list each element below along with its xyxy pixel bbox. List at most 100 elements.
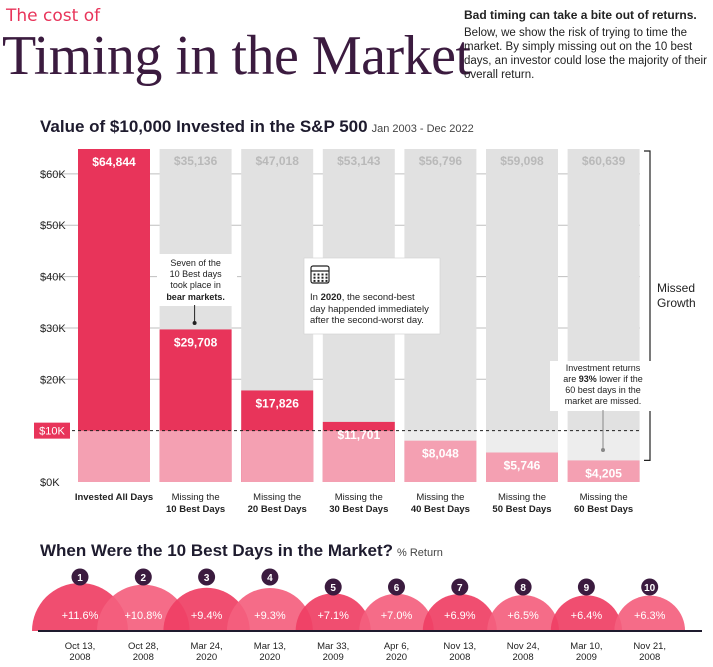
rank-badge (198, 568, 216, 586)
date-label: 2009 (576, 652, 597, 663)
annotation-dot (601, 448, 605, 452)
missed-value-label: $59,098 (500, 154, 544, 168)
return-value-label: +9.4% (191, 610, 223, 622)
rank-badge (71, 568, 89, 586)
category-label: Missing the (416, 492, 464, 503)
annotation-text: Seven of the (170, 258, 221, 268)
page-title: Timing in the Market (2, 25, 471, 87)
calendar-icon-cell (321, 276, 324, 279)
value-bar (567, 460, 640, 482)
value-bar-below-10k (78, 430, 150, 482)
return-semicircle (295, 593, 371, 631)
missed-value-label: $47,018 (256, 154, 300, 168)
category-label: Missing the (253, 492, 301, 503)
date-label: 2009 (323, 652, 344, 663)
value-bar (404, 440, 477, 482)
return-value-label: +6.5% (507, 610, 539, 622)
date-label: Oct 28, (128, 641, 159, 652)
rank-label: 7 (457, 583, 463, 594)
value-bar-below-10k (322, 430, 395, 482)
bar-value-label: $5,746 (504, 458, 541, 472)
calendar-icon-cell (325, 279, 328, 282)
rank-label: 10 (644, 583, 656, 594)
bar-value-label: $64,844 (92, 155, 136, 169)
missed-growth-bracket (644, 150, 651, 462)
bar-value-label: $29,708 (174, 335, 218, 349)
return-value-label: +10.8% (124, 610, 162, 622)
missed-growth-bar (567, 149, 640, 482)
missed-value-label: $53,143 (337, 154, 381, 168)
missed-growth-label: Growth (657, 296, 696, 310)
rank-badge (577, 578, 595, 596)
rank-badge (514, 578, 532, 596)
return-value-label: +9.3% (254, 610, 286, 622)
calendar-icon-cell (325, 276, 328, 279)
intro-block: Bad timing can take a bite out of return… (464, 8, 708, 82)
value-bar (78, 149, 150, 482)
return-semicircle (163, 587, 250, 631)
intro-title: Bad timing can take a bite out of return… (464, 8, 697, 22)
missed-value-label: $60,639 (582, 154, 626, 168)
annotation-text-bold: bear markets. (166, 292, 225, 302)
annotation-text-bold: 2020 (321, 292, 342, 303)
rank-label: 8 (520, 583, 526, 594)
days-chart-subtitle: % Return (397, 547, 443, 559)
category-label: Missing the (335, 492, 383, 503)
rank-label: 3 (204, 573, 210, 584)
annotation-text: 60 best days in the (565, 385, 641, 395)
value-bar-below-10k (159, 430, 232, 482)
rank-badge (134, 568, 152, 586)
rank-badge (641, 578, 659, 596)
date-label: Apr 6, (384, 641, 409, 652)
calendar-icon-cell (313, 276, 316, 279)
rank-label: 2 (141, 573, 147, 584)
annotation-text-part: are (563, 374, 579, 384)
return-value-label: +6.9% (444, 610, 476, 622)
bar-chart-subtitle: Jan 2003 - Dec 2022 (371, 123, 474, 135)
bar-chart: $0K $20K $30K $40K $50K $60K $64,844 Invested A… (34, 149, 696, 515)
intro-body: Below, we show the risk of trying to tim… (464, 27, 707, 81)
category-label: Missing the (580, 492, 628, 503)
annotation-box (550, 361, 652, 411)
annotation-text: day happended immediately (310, 304, 429, 315)
y-tick-label: $60K (40, 169, 66, 181)
category-label: 60 Best Days (574, 504, 633, 515)
category-label: 20 Best Days (248, 504, 307, 515)
annotation-text: took place in (170, 280, 221, 290)
y-tick-label: $20K (40, 374, 66, 386)
calendar-icon-cell (313, 273, 316, 276)
bar-value-label: $17,826 (256, 396, 300, 410)
category-label: 10 Best Days (166, 504, 225, 515)
y-tick-label: $30K (40, 323, 66, 335)
y-tick-label: $0K (40, 477, 60, 489)
annotation-text-part: In (310, 292, 321, 303)
calendar-icon-cell (317, 273, 320, 276)
value-bar-below-10k (241, 430, 314, 482)
category-label: 40 Best Days (411, 504, 470, 515)
rank-badge (388, 578, 405, 596)
annotation-text: In 2020, the second-best (310, 292, 415, 303)
annotation-text-part: , the second-best (342, 292, 415, 303)
rank-label: 4 (267, 573, 273, 584)
rank-badge (324, 578, 342, 596)
date-label: 2008 (133, 652, 154, 663)
calendar-icon-cell (325, 273, 328, 276)
date-label: Mar 33, (317, 641, 349, 652)
bar-value-label: $8,048 (422, 447, 459, 461)
date-label: 2008 (449, 652, 470, 663)
return-value-label: +7.1% (317, 610, 349, 622)
rank-label: 9 (584, 583, 590, 594)
rank-label: 5 (330, 583, 336, 594)
return-value-label: +6.4% (571, 610, 603, 622)
return-semicircle (422, 593, 497, 631)
return-semicircle (487, 595, 560, 631)
missed-value-label: $35,136 (174, 154, 218, 168)
date-label: Nov 21, (633, 641, 666, 652)
annotation-text: are 93% lower if the (563, 374, 643, 384)
return-semicircle (359, 593, 434, 631)
date-label: Nov 24, (507, 641, 540, 652)
calendar-icon-cell (317, 279, 320, 282)
date-label: 2008 (69, 652, 90, 663)
header-kicker: The cost of (6, 6, 101, 26)
annotation-text-bold: 93% (579, 374, 597, 384)
